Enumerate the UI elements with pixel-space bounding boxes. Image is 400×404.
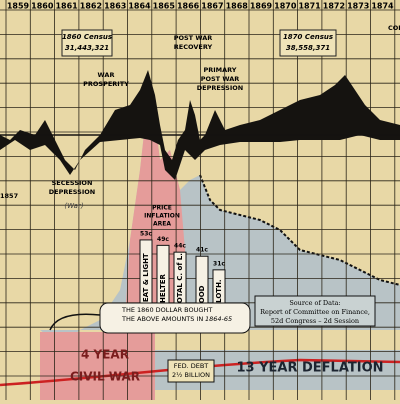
year-label: 1869 (250, 2, 273, 11)
year-label: 1861 (55, 2, 78, 11)
annotation: PRICE (152, 205, 172, 212)
annotation: Source of Data: (289, 299, 340, 307)
annotation: CIVIL WAR (70, 370, 140, 384)
annotation: PRIMARY (203, 66, 236, 74)
annotation: FED. DEBT (174, 362, 209, 370)
annotation: 38,558,371 (286, 44, 330, 52)
bar-label: HEAT & LIGHT (142, 253, 150, 308)
annotation: Report of Committee on Finance, (260, 308, 370, 316)
annotation: POST WAR (174, 34, 213, 42)
annotation: THE ABOVE AMOUNTS IN (121, 315, 203, 323)
year-label: 1866 (177, 2, 200, 11)
bar-label: TOTAL C. of L. (176, 253, 184, 308)
year-label: 1870 (274, 2, 297, 11)
year-label: 1873 (347, 2, 369, 11)
bar-label: FOOD (198, 285, 206, 308)
annotation: SECESSION (52, 179, 93, 187)
value-label: 31c (213, 260, 225, 267)
annotation: 1860 Census (62, 33, 112, 41)
year-label: 1865 (153, 2, 176, 11)
year-label: 1871 (298, 2, 321, 11)
bar-label: CLOTH. (215, 279, 223, 308)
annotation: WAR (98, 71, 115, 79)
annotation: DEPRESSION (49, 188, 96, 196)
annotation: INFLATION (144, 213, 180, 220)
debt-line (0, 358, 400, 387)
source-box (254, 295, 376, 327)
arrow (49, 313, 101, 331)
year-label: 1860 (31, 2, 54, 11)
year-label: 1867 (201, 2, 223, 11)
note-box (99, 302, 251, 334)
annotation: 4 YEAR (81, 348, 129, 362)
value-label: 41c (196, 247, 208, 254)
annotation: 1870 Census (283, 33, 333, 41)
year-label: 1872 (323, 2, 345, 11)
annotation: 1864-65 (205, 315, 232, 323)
annotation: AREA (153, 221, 171, 228)
price-line (199, 174, 400, 286)
year-label: 1862 (80, 2, 102, 11)
year-label: 1868 (226, 2, 249, 11)
annotation: POST WAR (201, 75, 240, 83)
annotation: 2½ BILLION (172, 371, 210, 379)
annotation: COMMO (388, 24, 400, 32)
value-label: 44c (174, 243, 186, 250)
annotation: (War) (64, 202, 83, 210)
annotation: 52d Congress – 2d Session (271, 317, 359, 325)
annotation: 31,443,321 (65, 44, 109, 52)
civil-war-band (40, 332, 155, 400)
debt-box (167, 359, 215, 383)
year-label: 1863 (104, 2, 126, 11)
census-box (279, 29, 337, 57)
year-label: 1874 (371, 2, 394, 11)
annotation: 13 YEAR DEFLATION (236, 361, 383, 376)
annotation: THE 1860 DOLLAR BOUGHT (121, 306, 212, 314)
annotation: DEPRESSION (197, 84, 244, 92)
value-label: 49c (157, 236, 169, 243)
year-label: 1859 (7, 2, 30, 11)
census-box (61, 29, 113, 57)
annotation: RECOVERY (174, 43, 213, 51)
value-label: 53c (140, 230, 152, 237)
annotation: PROSPERITY (83, 80, 129, 88)
bar-label: SHELTER (159, 273, 167, 308)
activity-band (0, 70, 400, 180)
annotation: 1857 (0, 192, 18, 200)
year-label: 1864 (128, 2, 151, 11)
